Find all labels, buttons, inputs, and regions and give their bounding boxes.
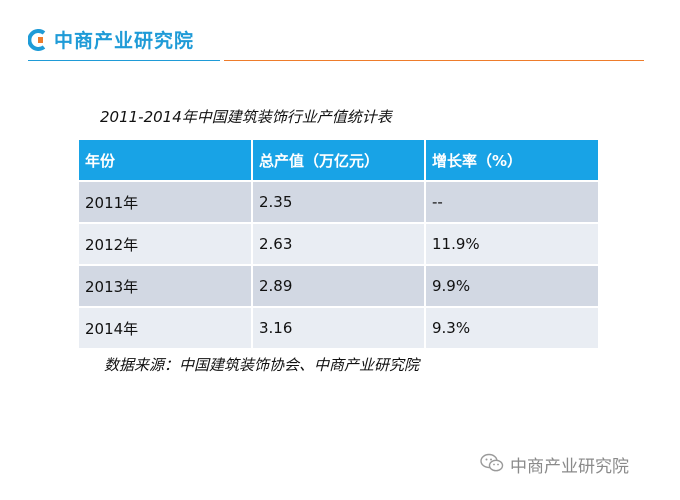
cell-output: 2.89 (252, 265, 426, 308)
header-rule-orange (224, 60, 644, 61)
cell-year: 2013年 (79, 265, 253, 308)
cell-growth: 9.3% (425, 307, 600, 350)
cell-output: 2.63 (252, 223, 426, 266)
brand-name: 中商产业研究院 (54, 30, 195, 52)
header-growth: 增长率（%） (425, 140, 600, 182)
cell-growth: -- (425, 181, 600, 224)
watermark: 中商产业研究院 (480, 452, 629, 477)
header-year: 年份 (79, 140, 253, 182)
header-output: 总产值（万亿元） (252, 140, 426, 182)
data-source-note: 数据来源：中国建筑装饰协会、中商产业研究院 (104, 356, 420, 374)
brand-logo: 中商产业研究院 (27, 26, 195, 53)
statistics-table: 年份 总产值（万亿元） 增长率（%） 2011年 2.35 -- 2012年 2… (79, 140, 600, 350)
table-row: 2011年 2.35 -- (79, 181, 600, 224)
cell-output: 2.35 (252, 181, 426, 224)
cell-year: 2011年 (79, 181, 253, 224)
cell-year: 2014年 (79, 307, 253, 350)
cell-growth: 9.9% (425, 265, 600, 308)
wechat-icon (480, 453, 504, 477)
header-rule-blue (28, 60, 220, 61)
table-header-row: 年份 总产值（万亿元） 增长率（%） (79, 140, 600, 182)
table-title: 2011-2014年中国建筑装饰行业产值统计表 (100, 108, 392, 126)
cell-output: 3.16 (252, 307, 426, 350)
cell-year: 2012年 (79, 223, 253, 266)
table-row: 2012年 2.63 11.9% (79, 223, 600, 266)
table-row: 2014年 3.16 9.3% (79, 307, 600, 350)
watermark-text: 中商产业研究院 (510, 457, 629, 477)
table-row: 2013年 2.89 9.9% (79, 265, 600, 308)
cell-growth: 11.9% (425, 223, 600, 266)
logo-icon (27, 28, 50, 51)
